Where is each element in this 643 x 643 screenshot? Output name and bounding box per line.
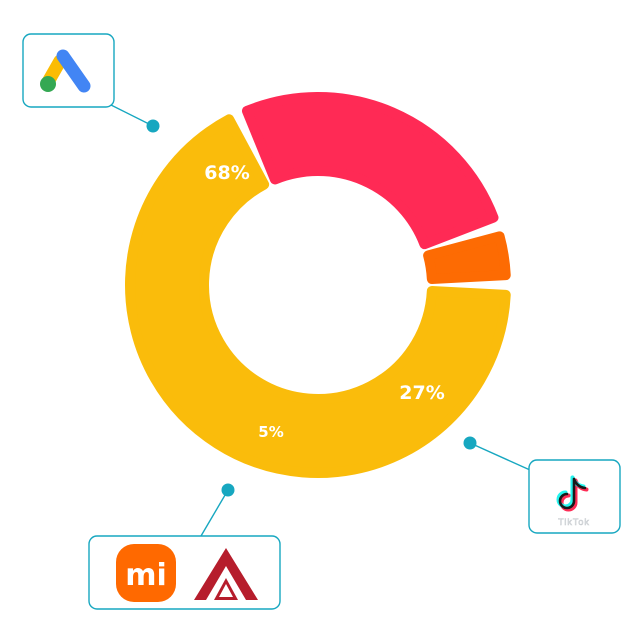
xiaomi-logo-icon: mi xyxy=(116,544,176,602)
donut-slice-2 xyxy=(423,231,511,285)
donut-slice-0 xyxy=(125,114,511,478)
callout-tiktok: TikTok xyxy=(463,436,621,534)
slice-label-0: 68% xyxy=(204,162,249,184)
donut-slice-1 xyxy=(241,92,499,250)
donut-slices xyxy=(125,92,511,478)
slice-label-1: 27% xyxy=(399,382,444,404)
leader-dot-tiktok xyxy=(463,436,477,450)
google-ads-icon xyxy=(40,49,91,93)
slice-label-2: 5% xyxy=(258,423,283,441)
leader-line-tiktok xyxy=(469,442,531,471)
xiaomi-logo-text: mi xyxy=(125,558,167,593)
leader-dot-google-ads xyxy=(146,119,160,133)
leader-dot-xiaomi xyxy=(221,483,235,497)
tiktok-icon xyxy=(556,475,589,512)
red-mountain-logo-icon xyxy=(194,548,258,600)
leader-line-google-ads xyxy=(106,102,154,127)
tiktok-wordmark: TikTok xyxy=(558,517,590,527)
leader-line-xiaomi xyxy=(200,489,229,537)
callout-google-ads xyxy=(22,33,160,133)
callout-xiaomi: mi xyxy=(88,483,281,610)
